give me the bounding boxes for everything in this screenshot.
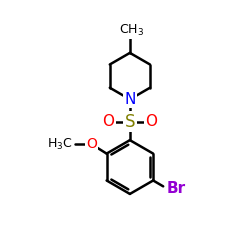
Text: O: O (102, 114, 115, 129)
Text: N: N (124, 92, 136, 107)
Text: H$_3$C: H$_3$C (47, 137, 72, 152)
Text: O: O (146, 114, 158, 129)
Text: Br: Br (166, 181, 186, 196)
Text: S: S (125, 113, 135, 131)
Text: O: O (86, 137, 97, 151)
Text: CH$_3$: CH$_3$ (118, 23, 144, 38)
